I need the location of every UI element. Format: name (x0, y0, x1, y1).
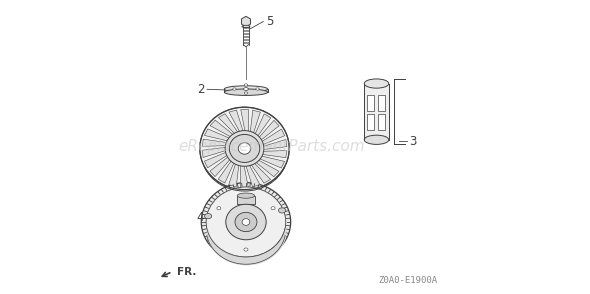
Bar (378, 95, 385, 111)
Polygon shape (229, 162, 239, 187)
Polygon shape (250, 110, 260, 135)
Ellipse shape (201, 183, 291, 261)
Ellipse shape (238, 143, 251, 154)
Ellipse shape (278, 208, 286, 213)
Ellipse shape (244, 88, 248, 91)
Ellipse shape (237, 193, 255, 198)
Polygon shape (218, 159, 235, 183)
Ellipse shape (235, 212, 257, 232)
Ellipse shape (217, 207, 221, 210)
Polygon shape (258, 156, 284, 168)
Polygon shape (260, 129, 284, 146)
Polygon shape (261, 139, 287, 150)
Ellipse shape (230, 134, 260, 163)
Bar (237, 196, 255, 204)
Ellipse shape (244, 92, 248, 94)
Bar (367, 95, 374, 111)
Polygon shape (202, 147, 228, 158)
Text: 2: 2 (196, 83, 204, 96)
Polygon shape (241, 110, 248, 133)
Ellipse shape (205, 213, 212, 219)
Ellipse shape (271, 207, 275, 210)
Text: 3: 3 (409, 135, 417, 148)
Ellipse shape (226, 204, 266, 240)
Polygon shape (254, 159, 279, 177)
Polygon shape (245, 163, 260, 187)
Text: FR.: FR. (177, 268, 196, 278)
Polygon shape (210, 120, 235, 138)
Ellipse shape (224, 89, 268, 96)
Ellipse shape (244, 248, 248, 251)
Bar (367, 114, 374, 130)
Ellipse shape (364, 135, 389, 144)
Ellipse shape (242, 219, 250, 225)
Polygon shape (258, 120, 279, 141)
Bar (364, 83, 389, 140)
Polygon shape (205, 129, 231, 141)
Polygon shape (241, 16, 251, 27)
Ellipse shape (206, 187, 286, 257)
Polygon shape (229, 110, 244, 133)
Polygon shape (254, 114, 271, 138)
FancyArrowPatch shape (162, 273, 170, 276)
Bar (224, 89, 268, 92)
Ellipse shape (242, 25, 250, 28)
Polygon shape (241, 163, 248, 187)
Polygon shape (202, 139, 229, 146)
Text: 5: 5 (266, 15, 274, 28)
Ellipse shape (224, 86, 268, 92)
Text: eReplacementParts.com: eReplacementParts.com (179, 139, 365, 155)
Ellipse shape (256, 88, 259, 90)
Polygon shape (218, 114, 239, 135)
Polygon shape (204, 151, 229, 168)
Ellipse shape (232, 88, 236, 90)
Text: 4: 4 (196, 211, 204, 224)
Text: Z0A0-E1900A: Z0A0-E1900A (379, 276, 438, 285)
Polygon shape (210, 156, 231, 177)
Polygon shape (260, 151, 287, 158)
Ellipse shape (364, 79, 389, 88)
Ellipse shape (244, 84, 248, 86)
Ellipse shape (200, 107, 289, 190)
Bar (378, 114, 385, 130)
Polygon shape (250, 162, 271, 183)
Ellipse shape (225, 131, 264, 166)
